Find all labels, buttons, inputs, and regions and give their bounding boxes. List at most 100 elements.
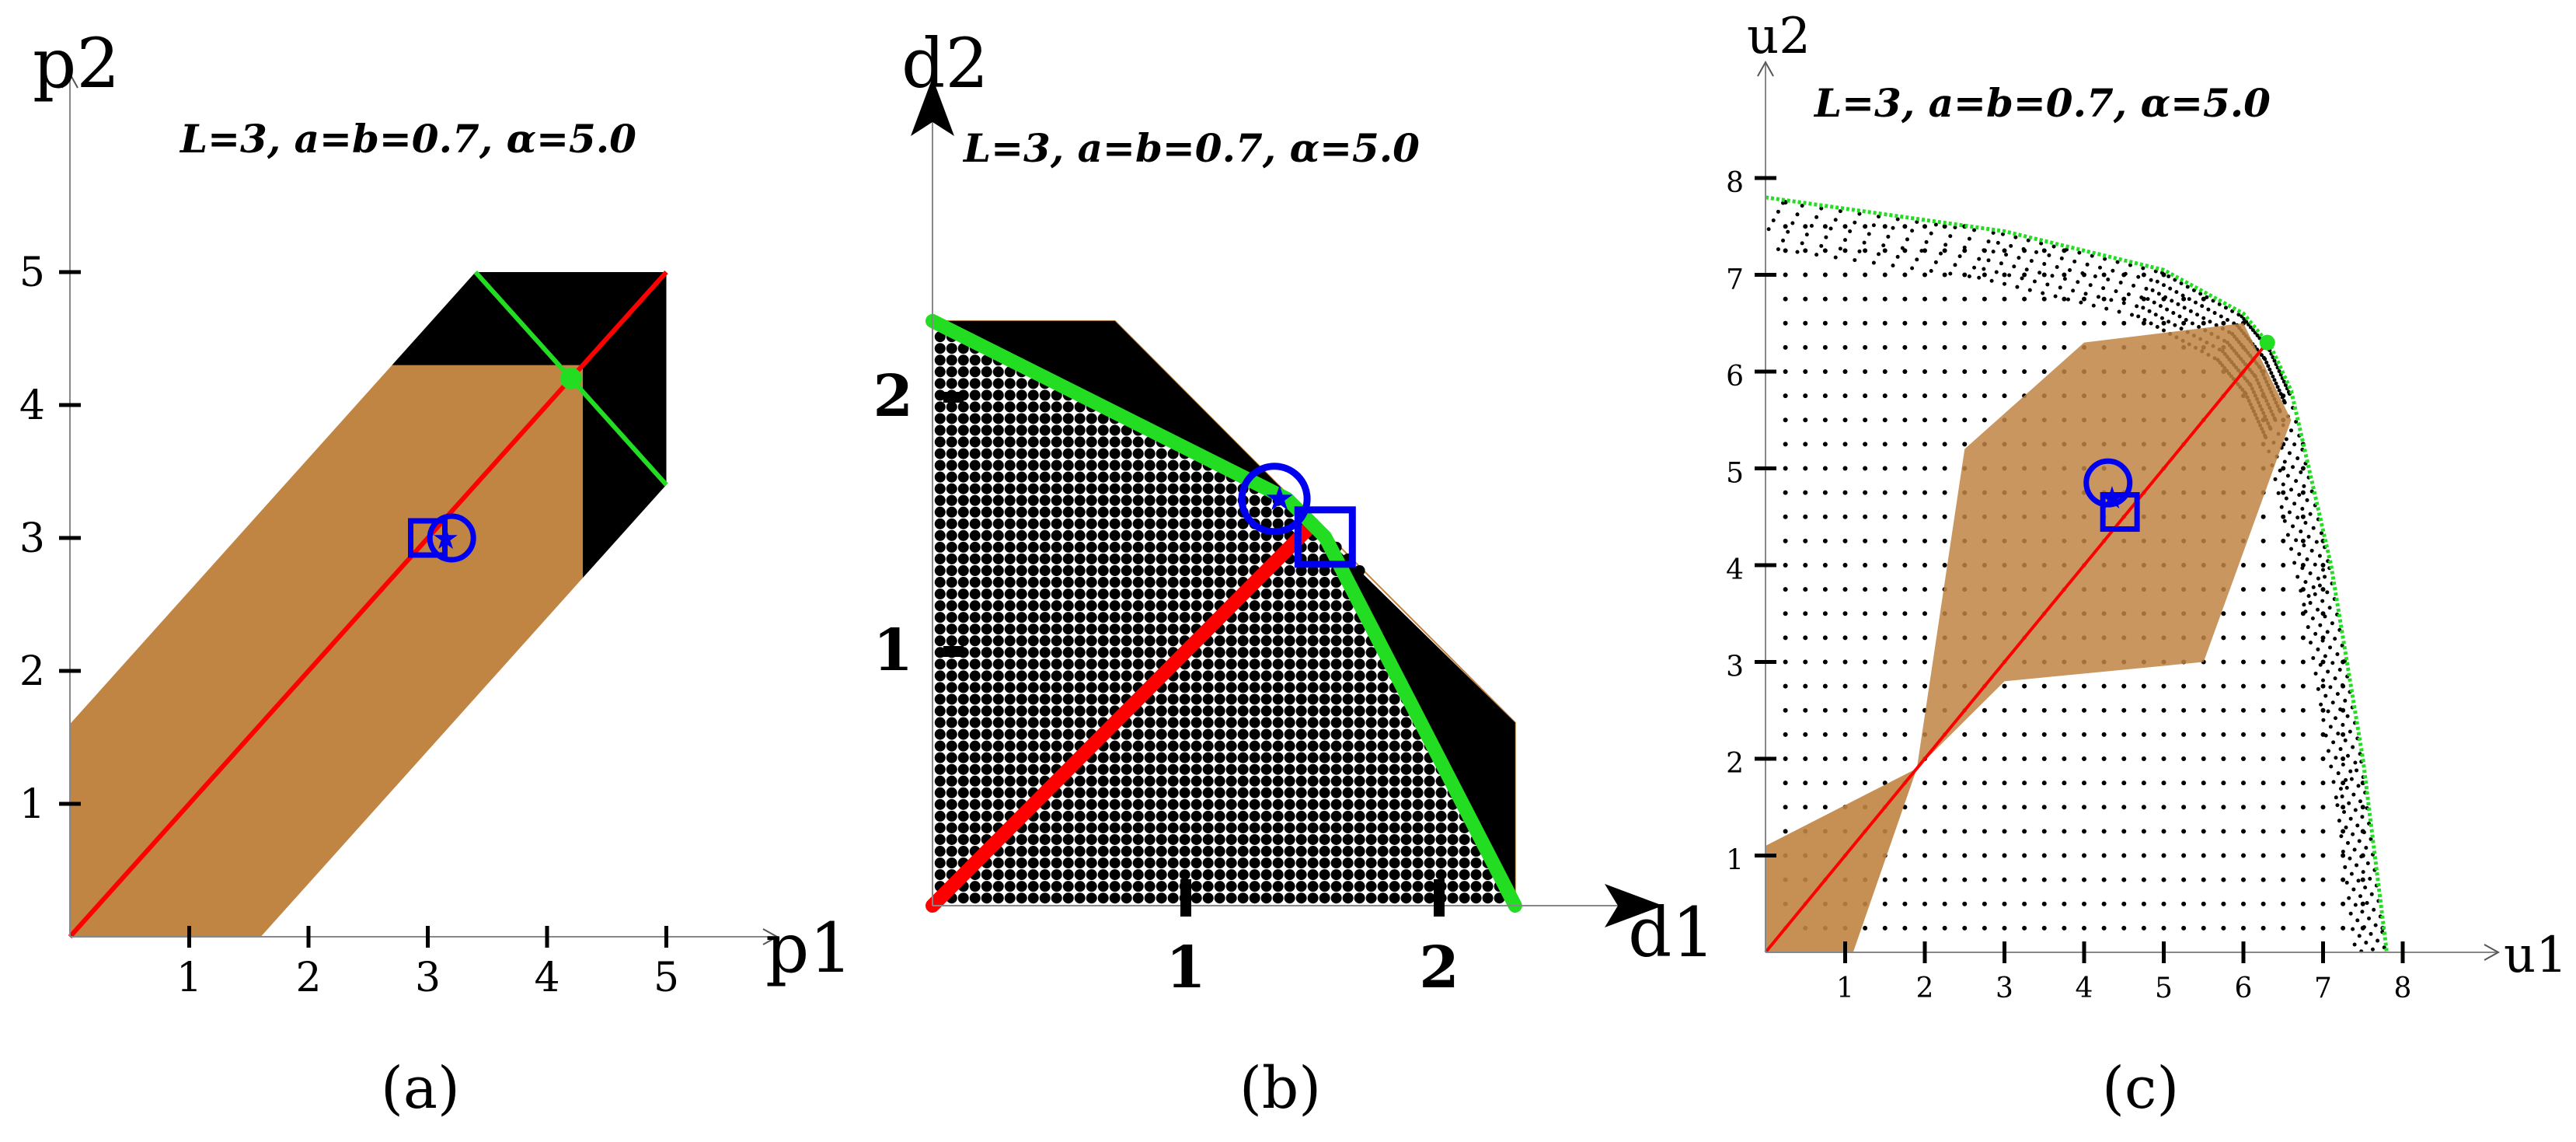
c-dot [2308,601,2313,606]
b-dot [969,647,981,658]
c-dot [1842,393,1848,399]
b-dot [1424,822,1435,833]
c-dot [2177,314,2182,319]
panel-b: 1 212 ★ d2 d1 L=3, a=b=0.7, α=5.0 (b) [873,23,1716,1122]
b-dot [1156,459,1167,471]
b-dot [1284,588,1295,600]
c-dot [2320,707,2326,713]
b-dot [1016,471,1027,483]
b-dot [1389,846,1400,857]
b-dot [1295,612,1307,623]
c-dot [2294,419,2299,424]
b-dot [969,389,981,401]
b-dot [1249,740,1260,752]
c-dot [2327,606,2332,610]
b-dot [1260,892,1272,904]
b-dot [1365,810,1377,822]
c-dot [1902,829,1908,834]
c-dot [1942,466,1947,471]
b-dot [1097,553,1109,564]
b-dot [1237,822,1249,833]
b-dot [1319,623,1330,635]
b-dot [957,541,969,553]
c-dot [2281,853,2286,858]
b-dot [1260,494,1272,506]
c-dot [1922,248,1927,253]
c-dot [2363,885,2368,890]
b-dot [1086,775,1097,787]
b-dot [1016,647,1027,658]
b-dot [1412,810,1424,822]
b-dot [1062,846,1074,857]
b-dot [1179,577,1190,588]
b-dot [1237,857,1249,869]
b-dot [969,728,981,740]
c-dot [1814,215,1819,219]
c-dot [1942,248,1947,253]
b-dot [957,553,969,564]
c-dot [2362,830,2366,835]
b-dot [934,343,946,354]
b-dot [1365,682,1377,693]
c-dot [2250,327,2255,332]
c-dot [1942,538,1947,543]
b-dot [1214,822,1225,833]
b-dot [1097,881,1109,892]
c-dot [2284,496,2288,501]
b-dot [1237,658,1249,670]
b-dot [1039,529,1051,541]
b-dot [1470,869,1482,881]
b-square-marker [1294,506,1356,568]
b-dot [1272,588,1284,600]
c-dot [2221,805,2226,810]
c-dot [2281,466,2286,471]
b-dot [1225,857,1237,869]
b-dot [1086,483,1097,494]
c-dot [1842,587,1848,592]
b-dot [1121,682,1132,693]
c-dot [2082,853,2086,858]
c-ylabel: u2 [1747,8,1811,65]
c-dot [2068,268,2072,273]
b-dot [1051,705,1062,717]
b-dot [934,787,946,798]
c-dot [2331,740,2336,745]
a-xtick-label: 2 [295,955,321,1001]
c-dot [2302,543,2306,548]
c-dot [1982,756,1987,761]
b-dot [1190,529,1202,541]
b-dot [946,705,957,717]
b-dot [1039,459,1051,471]
c-dot [2181,683,2187,689]
c-dot [1882,248,1888,253]
b-dot [1074,846,1086,857]
c-dot [2159,316,2164,320]
b-dot [1470,857,1482,869]
c-dot [2281,482,2285,487]
b-dot [934,483,946,494]
c-dot [1824,235,1828,239]
c-dot [2261,611,2266,616]
c-dot [2041,272,2047,278]
b-dot [1121,892,1132,904]
b-dot [934,413,946,424]
b-dot [1272,682,1284,693]
b-dot [1016,717,1027,728]
c-dot [1895,254,1900,259]
b-dot [1202,529,1214,541]
b-dot [1225,740,1237,752]
c-dot [1853,258,1857,263]
c-dot [2277,369,2281,374]
b-dot [1307,798,1319,810]
b-dot [1354,775,1365,787]
b-dot [1179,810,1190,822]
b-dot [1389,693,1400,705]
b-dot [1039,647,1051,658]
b-dot [1109,857,1121,869]
b-dot [1319,565,1330,577]
b-dot [1459,881,1470,892]
b-dot [1330,869,1342,881]
b-dot [934,506,946,518]
b-dot [1424,787,1435,798]
c-dot [2135,304,2139,309]
